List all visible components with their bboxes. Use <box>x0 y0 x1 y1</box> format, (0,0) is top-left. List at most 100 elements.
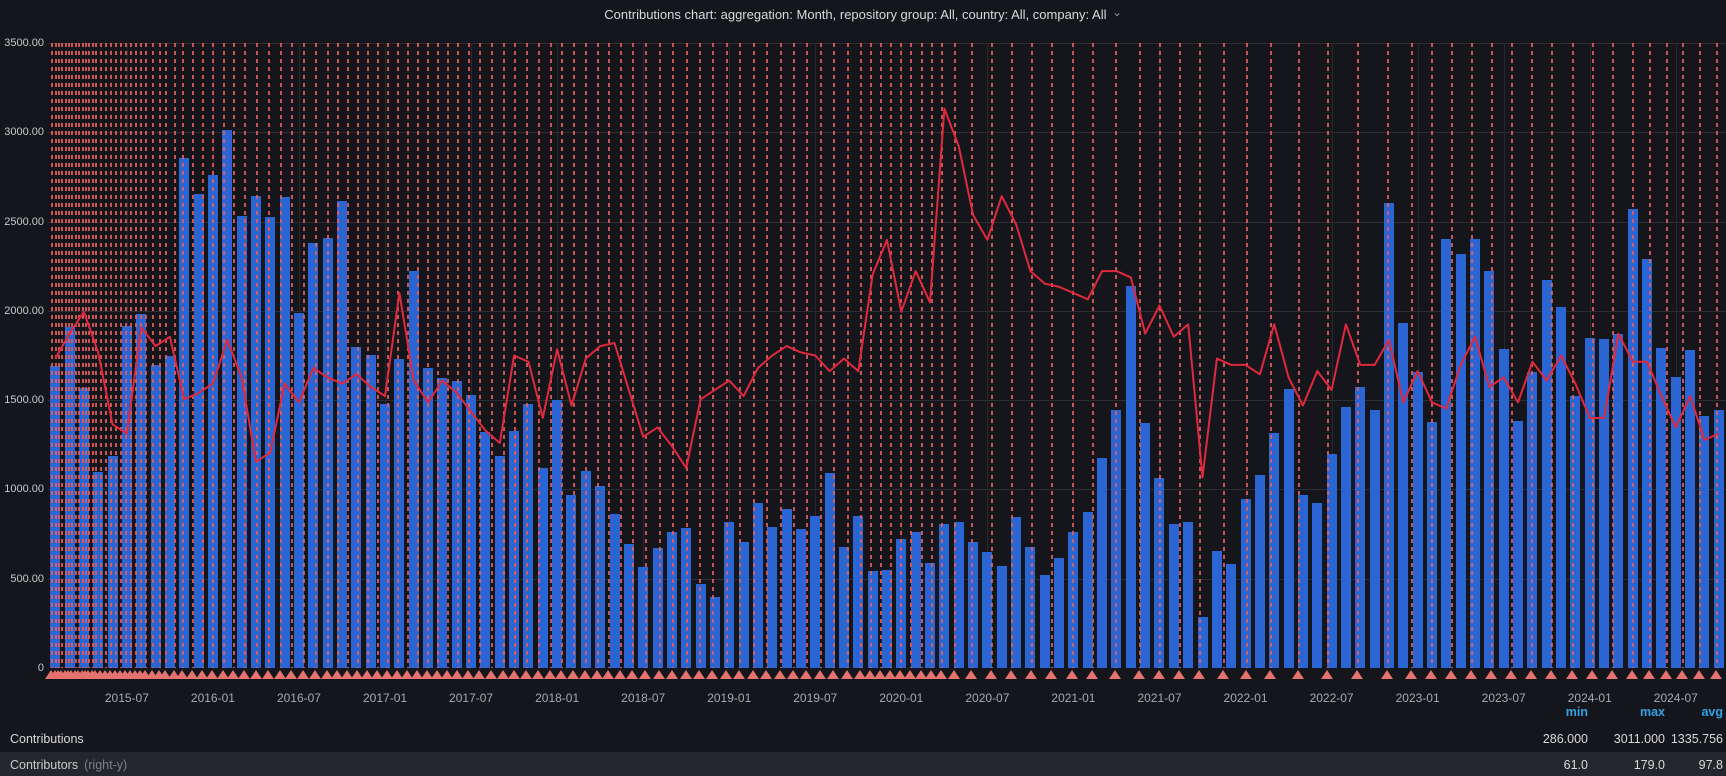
contributions-bar <box>451 380 462 668</box>
contributions-bar <box>1283 389 1294 668</box>
x-gridline <box>1245 43 1247 668</box>
contributions-bar <box>666 532 677 668</box>
contributions-bar <box>1297 494 1308 668</box>
contributions-bar <box>1498 349 1509 668</box>
annotation-line <box>900 43 903 668</box>
annotation-line <box>100 43 103 668</box>
x-axis-label: 2016-07 <box>276 691 321 705</box>
annotation-line <box>54 43 57 668</box>
contributions-bar <box>494 455 505 668</box>
annotation-line <box>64 43 67 668</box>
annotation-line <box>120 43 123 668</box>
annotation-marker-icon <box>308 670 321 679</box>
x-gridline <box>643 43 645 668</box>
annotation-line <box>61 43 64 668</box>
contributions-bar <box>537 468 548 668</box>
annotation-marker-icon <box>421 670 434 679</box>
annotation-marker-icon <box>520 670 533 679</box>
contributions-bar <box>78 387 89 668</box>
contributions-bar <box>1125 285 1136 668</box>
annotation-marker-icon <box>602 670 615 679</box>
annotation-line <box>366 43 369 668</box>
annotation-line <box>766 43 769 668</box>
contributions-bar <box>795 528 806 668</box>
annotation-line <box>78 43 81 668</box>
legend-col-header-avg[interactable]: avg <box>1701 705 1723 719</box>
legend-value-min: 286.000 <box>1542 732 1588 746</box>
contributions-bar <box>781 509 792 668</box>
annotation-line <box>244 43 247 668</box>
x-axis-label: 2023-01 <box>1395 691 1440 705</box>
legend-value-avg: 97.8 <box>1698 758 1723 772</box>
annotation-line <box>376 43 379 668</box>
annotation-marker-icon <box>639 670 652 679</box>
annotation-marker-icon <box>555 670 568 679</box>
annotation-line <box>806 43 809 668</box>
annotation-line <box>779 43 782 668</box>
contributions-bar <box>925 562 936 668</box>
annotation-marker-icon <box>159 670 172 679</box>
legend-row-contributions[interactable]: Contributions 286.000 3011.000 1335.756 <box>0 726 1726 752</box>
contributions-bar <box>752 502 763 668</box>
annotation-marker-icon <box>1193 670 1206 679</box>
contributions-bar <box>308 243 319 668</box>
annotation-line <box>1269 43 1272 668</box>
contributions-bar <box>1484 270 1495 668</box>
annotation-line <box>1611 43 1614 668</box>
y-gridline <box>48 489 1726 491</box>
annotation-line <box>182 43 185 668</box>
contributions-bar <box>1183 521 1194 668</box>
contributions-bar <box>1054 558 1065 668</box>
contributions-bar <box>408 270 419 668</box>
annotation-marker-icon <box>1565 670 1578 679</box>
annotation-line <box>140 43 143 668</box>
legend-col-header-min[interactable]: min <box>1565 705 1588 719</box>
annotation-line <box>1632 43 1635 668</box>
legend-col-header-max[interactable]: max <box>1639 705 1665 719</box>
annotation-line <box>1410 43 1413 668</box>
annotation-marker-icon <box>1045 670 1058 679</box>
annotation-line <box>954 43 957 668</box>
y-axis-label: 500.00 <box>10 572 44 585</box>
annotation-marker-icon <box>1381 670 1394 679</box>
x-gridline <box>385 43 387 668</box>
annotation-line <box>1138 43 1141 668</box>
annotation-line <box>267 43 270 668</box>
contributions-bar <box>1699 416 1710 668</box>
annotation-line <box>130 43 133 668</box>
contributions-bar <box>838 547 849 668</box>
annotation-marker-icon <box>1152 670 1165 679</box>
legend-series-label[interactable]: Contributions <box>10 732 84 746</box>
annotation-line <box>739 43 742 668</box>
annotation-marker-icon <box>1172 670 1185 679</box>
x-gridline <box>1675 43 1677 668</box>
legend-value-min: 61.0 <box>1563 758 1588 772</box>
annotation-line <box>1298 43 1301 668</box>
annotation-marker-icon <box>330 670 343 679</box>
legend-series-label[interactable]: Contributors <box>10 758 79 772</box>
x-axis-label: 2020-01 <box>879 691 924 705</box>
annotation-marker-icon <box>914 670 927 679</box>
contributions-bar <box>609 514 620 668</box>
panel-title-menu[interactable]: Contributions chart: aggregation: Month,… <box>604 7 1121 22</box>
annotation-line <box>71 43 74 668</box>
contributors-line <box>54 107 1720 479</box>
contributions-bar <box>351 347 362 668</box>
contributions-bar <box>236 216 247 668</box>
contributions-bar <box>265 217 276 668</box>
y-gridline <box>48 221 1726 223</box>
annotation-line <box>115 43 118 668</box>
annotation-line <box>991 43 994 668</box>
annotation-marker-icon <box>567 670 580 679</box>
annotation-marker-icon <box>411 670 424 679</box>
annotation-line <box>1648 43 1651 668</box>
contributions-bar <box>1599 339 1610 668</box>
x-gridline <box>1073 43 1075 668</box>
contributions-bar <box>1685 350 1696 668</box>
chart-canvas[interactable]: 3500.00 3000.00 2500.00 2000.00 1500.00 1000.… <box>4 37 1726 705</box>
legend-row-contributors[interactable]: Contributors (right-y) 61.0 179.0 97.8 <box>0 752 1726 776</box>
annotation-marker-icon <box>146 670 159 679</box>
annotation-marker-icon <box>186 670 199 679</box>
annotation-marker-icon <box>1025 670 1038 679</box>
annotation-marker-icon <box>884 670 897 679</box>
